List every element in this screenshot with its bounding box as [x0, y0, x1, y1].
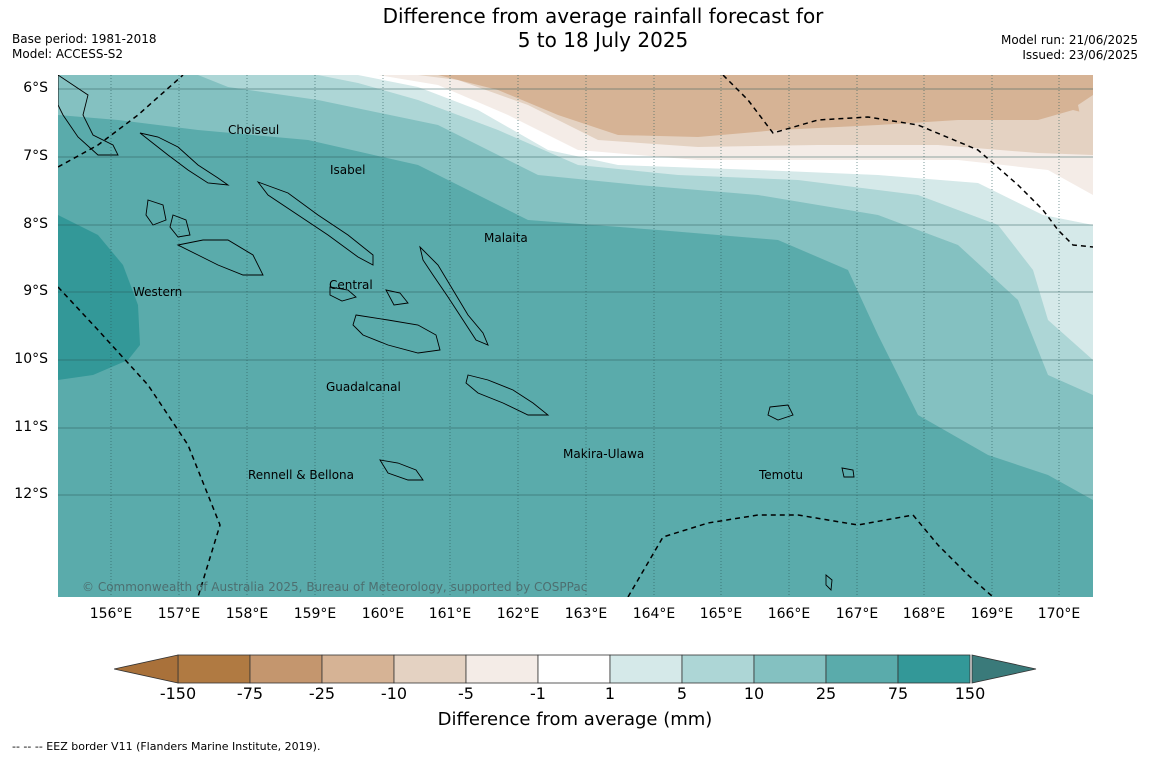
place-label-central: Central: [329, 278, 373, 292]
colorbar-segment: [249, 654, 323, 684]
lon-tick: 166°E: [767, 606, 811, 622]
island-russell: [385, 289, 409, 306]
colorbar-label: -5: [458, 684, 474, 703]
island-malaita: [419, 245, 489, 346]
island-isabel: [256, 181, 374, 266]
colorbar-label: 150: [954, 684, 986, 703]
colorbar-segment: [825, 654, 899, 684]
lat-tick: 10°S: [14, 351, 48, 367]
lon-tick: 156°E: [89, 606, 133, 622]
base-period: Base period: 1981-2018: [12, 32, 157, 46]
colorbar: [114, 654, 1037, 684]
place-label-temotu: Temotu: [759, 468, 804, 482]
title-line-2: 5 to 18 July 2025: [517, 28, 689, 52]
lon-tick: 169°E: [970, 606, 1014, 622]
colorbar-segment: [537, 654, 611, 684]
island-newgeorgia: [176, 239, 264, 276]
place-label-makira-ulawa: Makira-Ulawa: [563, 447, 645, 461]
colorbar-segment: [897, 654, 971, 684]
model-run: Model run: 21/06/2025: [1000, 33, 1138, 47]
lon-tick: 170°E: [1037, 606, 1081, 622]
copyright-notice: © Commonwealth of Australia 2025, Bureau…: [82, 580, 588, 594]
lon-tick: 158°E: [225, 606, 269, 622]
place-label-isabel: Isabel: [330, 163, 366, 177]
island-guadalcanal: [352, 314, 441, 354]
map-canvas: [58, 75, 1093, 597]
place-label-guadalcanal: Guadalcanal: [326, 380, 401, 394]
lon-tick: 164°E: [632, 606, 676, 622]
eez-border: [58, 75, 1093, 597]
island-reef: [58, 75, 119, 156]
colorbar-segment: [609, 654, 683, 684]
colorbar-label: -75: [236, 684, 264, 703]
island-ranongga: [169, 214, 191, 238]
lon-tick: 165°E: [699, 606, 743, 622]
colorbar-segment: [321, 654, 395, 684]
place-label-malaita: Malaita: [484, 231, 528, 245]
island-choiseul: [139, 132, 230, 186]
islands: [58, 75, 855, 591]
issued-date: Issued: 23/06/2025: [1022, 48, 1138, 62]
colorbar-arrow-high: [971, 654, 1037, 684]
colorbar-segment: [393, 654, 467, 684]
colorbar-label: 75: [887, 684, 909, 703]
latitude-lines: [58, 88, 1093, 496]
colorbar-label: -25: [308, 684, 336, 703]
lon-tick: 167°E: [835, 606, 879, 622]
model-name: Model: ACCESS-S2: [12, 47, 124, 61]
colorbar-label: 25: [815, 684, 837, 703]
lat-tick: 11°S: [14, 419, 48, 435]
lon-tick: 168°E: [902, 606, 946, 622]
zone-75-150: [58, 215, 140, 380]
lat-tick: 7°S: [23, 148, 48, 164]
place-label-western: Western: [133, 285, 183, 299]
lon-tick: 161°E: [428, 606, 472, 622]
rainfall-map: [58, 75, 1093, 597]
island-utupua: [841, 467, 855, 478]
place-label-choiseul: Choiseul: [228, 123, 280, 137]
colorbar-segment: [753, 654, 827, 684]
lon-tick: 159°E: [293, 606, 337, 622]
lat-tick: 9°S: [23, 283, 48, 299]
colorbar-title: Difference from average (mm): [437, 709, 713, 730]
island-santacruz: [767, 404, 794, 421]
zone-25-10: [438, 75, 1093, 137]
lat-tick: 12°S: [14, 486, 48, 502]
island-rennell: [379, 459, 424, 481]
island-makira: [465, 374, 550, 416]
eez-footnote: -- -- -- EEZ border V11 (Flanders Marine…: [12, 740, 321, 753]
colorbar-label: 10: [743, 684, 765, 703]
colorbar-label: -10: [380, 684, 408, 703]
colorbar-segment: [177, 654, 251, 684]
colorbar-label: -1: [530, 684, 546, 703]
zone-25-10-east: [1078, 95, 1093, 135]
lat-tick: 8°S: [23, 216, 48, 232]
title-line-1: Difference from average rainfall forecas…: [382, 4, 824, 28]
lon-tick: 157°E: [157, 606, 201, 622]
island-florida: [329, 286, 357, 302]
island-vanikoro: [825, 574, 833, 591]
place-label-rennell-bellona: Rennell & Bellona: [248, 468, 355, 482]
colorbar-label: -150: [159, 684, 197, 703]
lon-tick: 162°E: [496, 606, 540, 622]
colorbar-arrow-low: [114, 654, 179, 684]
lon-tick: 160°E: [361, 606, 405, 622]
lat-tick: 6°S: [23, 80, 48, 96]
colorbar-label: 1: [604, 684, 616, 703]
lon-tick: 163°E: [564, 606, 608, 622]
colorbar-segment: [681, 654, 755, 684]
colorbar-segment: [465, 654, 539, 684]
graticule: [110, 75, 1060, 597]
island-vella: [145, 199, 167, 226]
colorbar-label: 5: [676, 684, 688, 703]
